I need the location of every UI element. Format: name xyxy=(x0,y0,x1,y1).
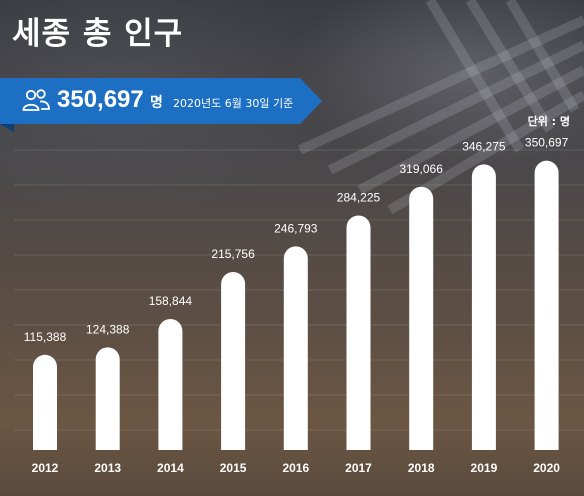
total-unit: 명 xyxy=(150,95,163,111)
value-label-2015: 215,756 xyxy=(211,247,255,261)
year-label-2020: 2020 xyxy=(533,461,560,475)
year-label-2014: 2014 xyxy=(157,461,184,475)
year-label-2016: 2016 xyxy=(282,461,309,475)
total-population: 350,697 xyxy=(57,86,144,113)
bar-2012 xyxy=(33,354,57,450)
bars xyxy=(33,160,559,450)
value-labels: 115,388 124,388 158,844 215,756 246,793 284,2… xyxy=(24,136,569,344)
year-label-2012: 2012 xyxy=(32,461,59,475)
value-label-2016: 246,793 xyxy=(274,221,318,235)
value-label-2013: 124,388 xyxy=(86,322,130,336)
page-title: 세종 총 인구 xyxy=(12,16,184,52)
bar-2019 xyxy=(471,164,496,450)
x-axis-labels: 2012 2013 2014 2015 2016 2017 2018 2019 2020 xyxy=(32,461,561,475)
bar-2020 xyxy=(534,160,559,450)
value-label-2018: 319,066 xyxy=(400,162,444,176)
value-label-2012: 115,388 xyxy=(24,330,67,344)
bar-2013 xyxy=(95,347,120,450)
year-label-2017: 2017 xyxy=(345,461,372,475)
year-label-2018: 2018 xyxy=(408,461,435,475)
unit-note: 단위 : 명 xyxy=(527,115,570,128)
value-label-2020: 350,697 xyxy=(525,136,569,150)
year-label-2019: 2019 xyxy=(471,461,498,475)
bar-2017 xyxy=(346,215,371,450)
bar-2015 xyxy=(221,272,246,450)
reference-date: 2020년도 6월 30일 기준 xyxy=(173,97,294,110)
banner-fold xyxy=(0,124,14,132)
value-label-2014: 158,844 xyxy=(149,294,193,308)
people-icon xyxy=(22,89,50,111)
bar-2014 xyxy=(158,318,183,450)
year-label-2015: 2015 xyxy=(220,461,247,475)
value-label-2019: 346,275 xyxy=(462,139,506,153)
bar-2018 xyxy=(409,186,434,450)
bar-2016 xyxy=(283,246,308,450)
value-label-2017: 284,225 xyxy=(337,191,381,205)
year-label-2013: 2013 xyxy=(94,461,121,475)
total-banner xyxy=(0,78,322,124)
